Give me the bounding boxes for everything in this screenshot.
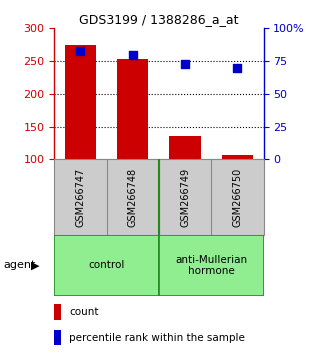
Text: GSM266748: GSM266748 (128, 168, 138, 227)
Text: GSM266750: GSM266750 (232, 168, 242, 227)
Bar (169, 136, 201, 159)
Point (183, 61, 188, 67)
Bar (65, 45, 96, 159)
Point (235, 65, 240, 70)
Text: percentile rank within the sample: percentile rank within the sample (69, 333, 245, 343)
Point (130, 52, 135, 57)
Text: anti-Mullerian
hormone: anti-Mullerian hormone (175, 255, 247, 276)
Bar (54, 330, 60, 346)
Text: control: control (88, 261, 125, 270)
Point (78, 48, 83, 53)
Bar (159, 235, 264, 296)
Text: agent: agent (3, 261, 35, 270)
Text: ▶: ▶ (31, 261, 40, 270)
Bar (117, 59, 148, 159)
Title: GDS3199 / 1388286_a_at: GDS3199 / 1388286_a_at (79, 13, 239, 26)
Text: GSM266749: GSM266749 (180, 168, 190, 227)
Text: GSM266747: GSM266747 (75, 168, 86, 227)
Text: count: count (69, 307, 98, 317)
Bar (54, 235, 159, 296)
Bar (222, 155, 253, 159)
Bar (54, 304, 60, 320)
